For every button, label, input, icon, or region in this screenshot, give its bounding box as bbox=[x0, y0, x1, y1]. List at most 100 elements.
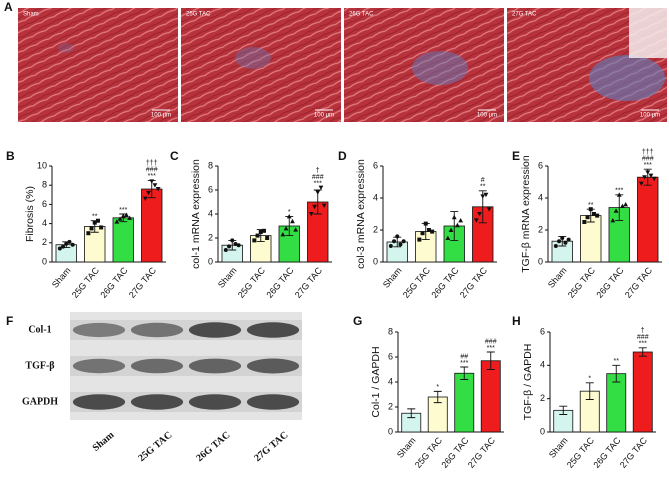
data-point bbox=[553, 244, 558, 248]
data-point bbox=[566, 237, 571, 242]
blot-band bbox=[72, 358, 126, 374]
significance-mark: ** bbox=[92, 214, 98, 221]
y-axis-label: TGF-β / GAPDH bbox=[522, 344, 534, 421]
data-point bbox=[483, 192, 489, 198]
blot-band bbox=[130, 322, 184, 338]
data-point bbox=[252, 238, 257, 243]
data-point bbox=[595, 213, 600, 218]
data-point bbox=[426, 228, 431, 232]
data-point bbox=[70, 242, 75, 247]
blot-lane-label: 26G TAC bbox=[194, 430, 232, 464]
data-point bbox=[312, 204, 317, 210]
data-point bbox=[585, 215, 590, 220]
data-point bbox=[651, 176, 657, 182]
error-bar bbox=[407, 408, 416, 419]
panel-letter: E bbox=[512, 149, 520, 163]
significance-mark: *** bbox=[119, 207, 127, 214]
data-point bbox=[86, 231, 91, 236]
data-point bbox=[61, 244, 66, 249]
significance-mark: † bbox=[641, 328, 645, 335]
x-tick-label: 25G TAC bbox=[566, 265, 598, 300]
data-point bbox=[420, 231, 425, 236]
panel-letter: G bbox=[353, 314, 362, 328]
significance-mark: † bbox=[316, 167, 320, 174]
data-point bbox=[99, 225, 104, 230]
data-point bbox=[280, 232, 286, 237]
image-label: 26G TAC bbox=[349, 12, 374, 18]
panel-letter: F bbox=[6, 314, 13, 328]
significance-mark: * bbox=[588, 376, 591, 383]
y-tick-label: 6 bbox=[373, 160, 378, 170]
x-tick-label: 27G TAC bbox=[458, 265, 490, 300]
error-bar bbox=[559, 405, 568, 415]
data-point bbox=[283, 226, 289, 231]
error-bar bbox=[585, 382, 594, 400]
image-label: 27G TAC bbox=[512, 12, 537, 18]
data-point bbox=[455, 222, 460, 228]
blot-band bbox=[246, 322, 300, 338]
y-tick-label: 0 bbox=[208, 256, 213, 266]
data-point bbox=[95, 218, 100, 223]
data-point bbox=[588, 207, 593, 212]
bar bbox=[632, 351, 653, 433]
x-tick-label: 27G TAC bbox=[618, 435, 650, 470]
fibrosis-stain bbox=[412, 51, 468, 85]
error-bar bbox=[612, 364, 621, 383]
data-point bbox=[286, 214, 292, 219]
panel-letter: C bbox=[170, 149, 179, 163]
y-tick-label: 2 bbox=[538, 224, 543, 234]
bar bbox=[637, 176, 659, 263]
significance-mark: *** bbox=[314, 180, 322, 187]
y-tick-label: 6 bbox=[208, 184, 213, 194]
y-tick-label: 6 bbox=[42, 199, 47, 209]
data-point bbox=[623, 202, 629, 207]
blot-row-label: Col-1 bbox=[28, 324, 51, 335]
white-space bbox=[629, 8, 667, 58]
data-point bbox=[458, 218, 464, 223]
data-point bbox=[638, 181, 644, 186]
data-point bbox=[642, 175, 647, 180]
x-tick-label: Sham bbox=[547, 435, 570, 459]
bar bbox=[141, 188, 163, 263]
histology-image bbox=[18, 8, 178, 122]
x-tick-label: Sham bbox=[381, 265, 404, 289]
y-tick-label: 4 bbox=[208, 208, 213, 218]
blot-band bbox=[246, 358, 300, 374]
x-tick-label: 27G TAC bbox=[466, 435, 498, 470]
data-point bbox=[117, 216, 123, 221]
y-tick-label: 0 bbox=[540, 426, 545, 436]
significance-mark: ### bbox=[485, 338, 497, 345]
y-tick-label: 0 bbox=[538, 256, 543, 266]
data-point bbox=[255, 233, 260, 238]
significance-mark: *** bbox=[615, 188, 623, 195]
blot-band bbox=[72, 322, 126, 338]
x-tick-label: Sham bbox=[50, 265, 73, 289]
significance-mark: *** bbox=[487, 345, 495, 352]
data-point bbox=[114, 219, 120, 224]
bar bbox=[454, 372, 475, 433]
data-point bbox=[445, 235, 451, 240]
x-tick-label: 27G TAC bbox=[623, 265, 655, 300]
y-tick-label: 6 bbox=[388, 351, 393, 361]
x-tick-label: 26G TAC bbox=[429, 265, 461, 300]
data-point bbox=[230, 238, 235, 243]
y-tick-label: 2 bbox=[42, 237, 47, 247]
y-axis-label: col-3 mRNA expression bbox=[355, 159, 367, 269]
scale-bar-label: 100 μm bbox=[640, 113, 660, 119]
significance-mark: ††† bbox=[642, 149, 654, 156]
fibrosis-stain bbox=[589, 55, 665, 101]
data-point bbox=[645, 170, 651, 175]
scale-bar-label: 100 μm bbox=[477, 113, 497, 119]
significance-mark: * bbox=[436, 384, 439, 391]
x-tick-label: Sham bbox=[546, 265, 569, 289]
y-tick-label: 0 bbox=[373, 256, 378, 266]
error-bar bbox=[460, 366, 469, 380]
scale-bar-label: 100 μm bbox=[314, 113, 334, 119]
data-point bbox=[290, 218, 295, 224]
blot-lane-label: 27G TAC bbox=[252, 430, 290, 464]
data-point bbox=[388, 244, 393, 248]
y-axis-label: TGF-β mRNA expression bbox=[520, 155, 532, 273]
significance-mark: ## bbox=[460, 353, 468, 360]
data-point bbox=[92, 220, 97, 225]
data-point bbox=[64, 241, 69, 246]
